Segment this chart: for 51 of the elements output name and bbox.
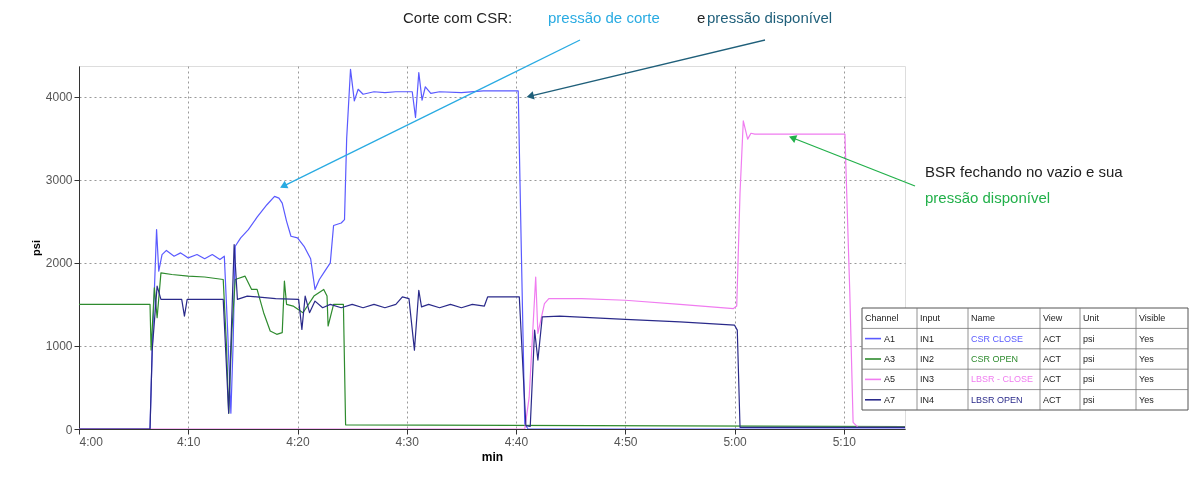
y-tick-label: 2000 bbox=[45, 256, 73, 271]
x-tick-label: 5:10 bbox=[832, 434, 857, 449]
text: ACT bbox=[1043, 374, 1062, 385]
text: ACT bbox=[1043, 354, 1062, 364]
text: IN1 bbox=[920, 333, 935, 344]
x-axis-title: min bbox=[481, 449, 504, 464]
x-tick-label: 4:30 bbox=[395, 434, 420, 449]
y-axis-title: psi bbox=[29, 240, 42, 256]
text: Visible bbox=[1139, 313, 1166, 324]
annotation: A1 bbox=[884, 333, 896, 344]
y-tick-label: 0 bbox=[65, 422, 73, 437]
text: Yes bbox=[1139, 333, 1155, 344]
text: ACT bbox=[1043, 394, 1062, 405]
text: psi bbox=[1083, 333, 1095, 344]
text: psi bbox=[1083, 394, 1095, 405]
text: LBSR OPEN bbox=[971, 394, 1023, 405]
text: IN2 bbox=[920, 354, 935, 364]
annotation: A3 bbox=[884, 354, 896, 364]
y-tick-label: 3000 bbox=[45, 173, 73, 188]
text: Yes bbox=[1139, 374, 1155, 385]
annotation: pressão disponível bbox=[707, 9, 833, 26]
annotation: Channel bbox=[865, 313, 899, 324]
text: BSR fechando no vazio e sua bbox=[925, 163, 1124, 180]
text: ACT bbox=[1043, 333, 1062, 344]
text: psi bbox=[1083, 354, 1095, 364]
text: Yes bbox=[1139, 354, 1155, 364]
x-tick-label: 5:00 bbox=[723, 434, 748, 449]
x-tick-label: 4:10 bbox=[177, 434, 201, 449]
annotation: A7 bbox=[884, 394, 896, 405]
x-tick-label: 4:00 bbox=[79, 434, 104, 449]
annotation: pressão disponível bbox=[925, 189, 1051, 206]
text: psi bbox=[1083, 374, 1095, 385]
text: Yes bbox=[1139, 394, 1155, 405]
x-tick-label: 4:40 bbox=[504, 434, 529, 449]
text: Input bbox=[920, 313, 941, 324]
text: Corte com CSR: bbox=[403, 9, 513, 26]
text: IN4 bbox=[920, 394, 935, 405]
y-tick-label: 4000 bbox=[45, 90, 73, 105]
text: Name bbox=[971, 313, 996, 324]
text: CSR OPEN bbox=[971, 354, 1019, 364]
text: Unit bbox=[1083, 313, 1100, 324]
text: LBSR - CLOSE bbox=[971, 374, 1034, 385]
text: CSR CLOSE bbox=[971, 333, 1024, 344]
annotation: A5 bbox=[884, 374, 896, 385]
text: IN3 bbox=[920, 374, 935, 385]
text: View bbox=[1043, 313, 1063, 324]
x-tick-label: 4:50 bbox=[614, 434, 638, 449]
annotation: pressão de corte bbox=[548, 9, 660, 26]
y-tick-label: 1000 bbox=[45, 339, 73, 354]
x-tick-label: 4:20 bbox=[286, 434, 311, 449]
text: e bbox=[697, 9, 706, 26]
